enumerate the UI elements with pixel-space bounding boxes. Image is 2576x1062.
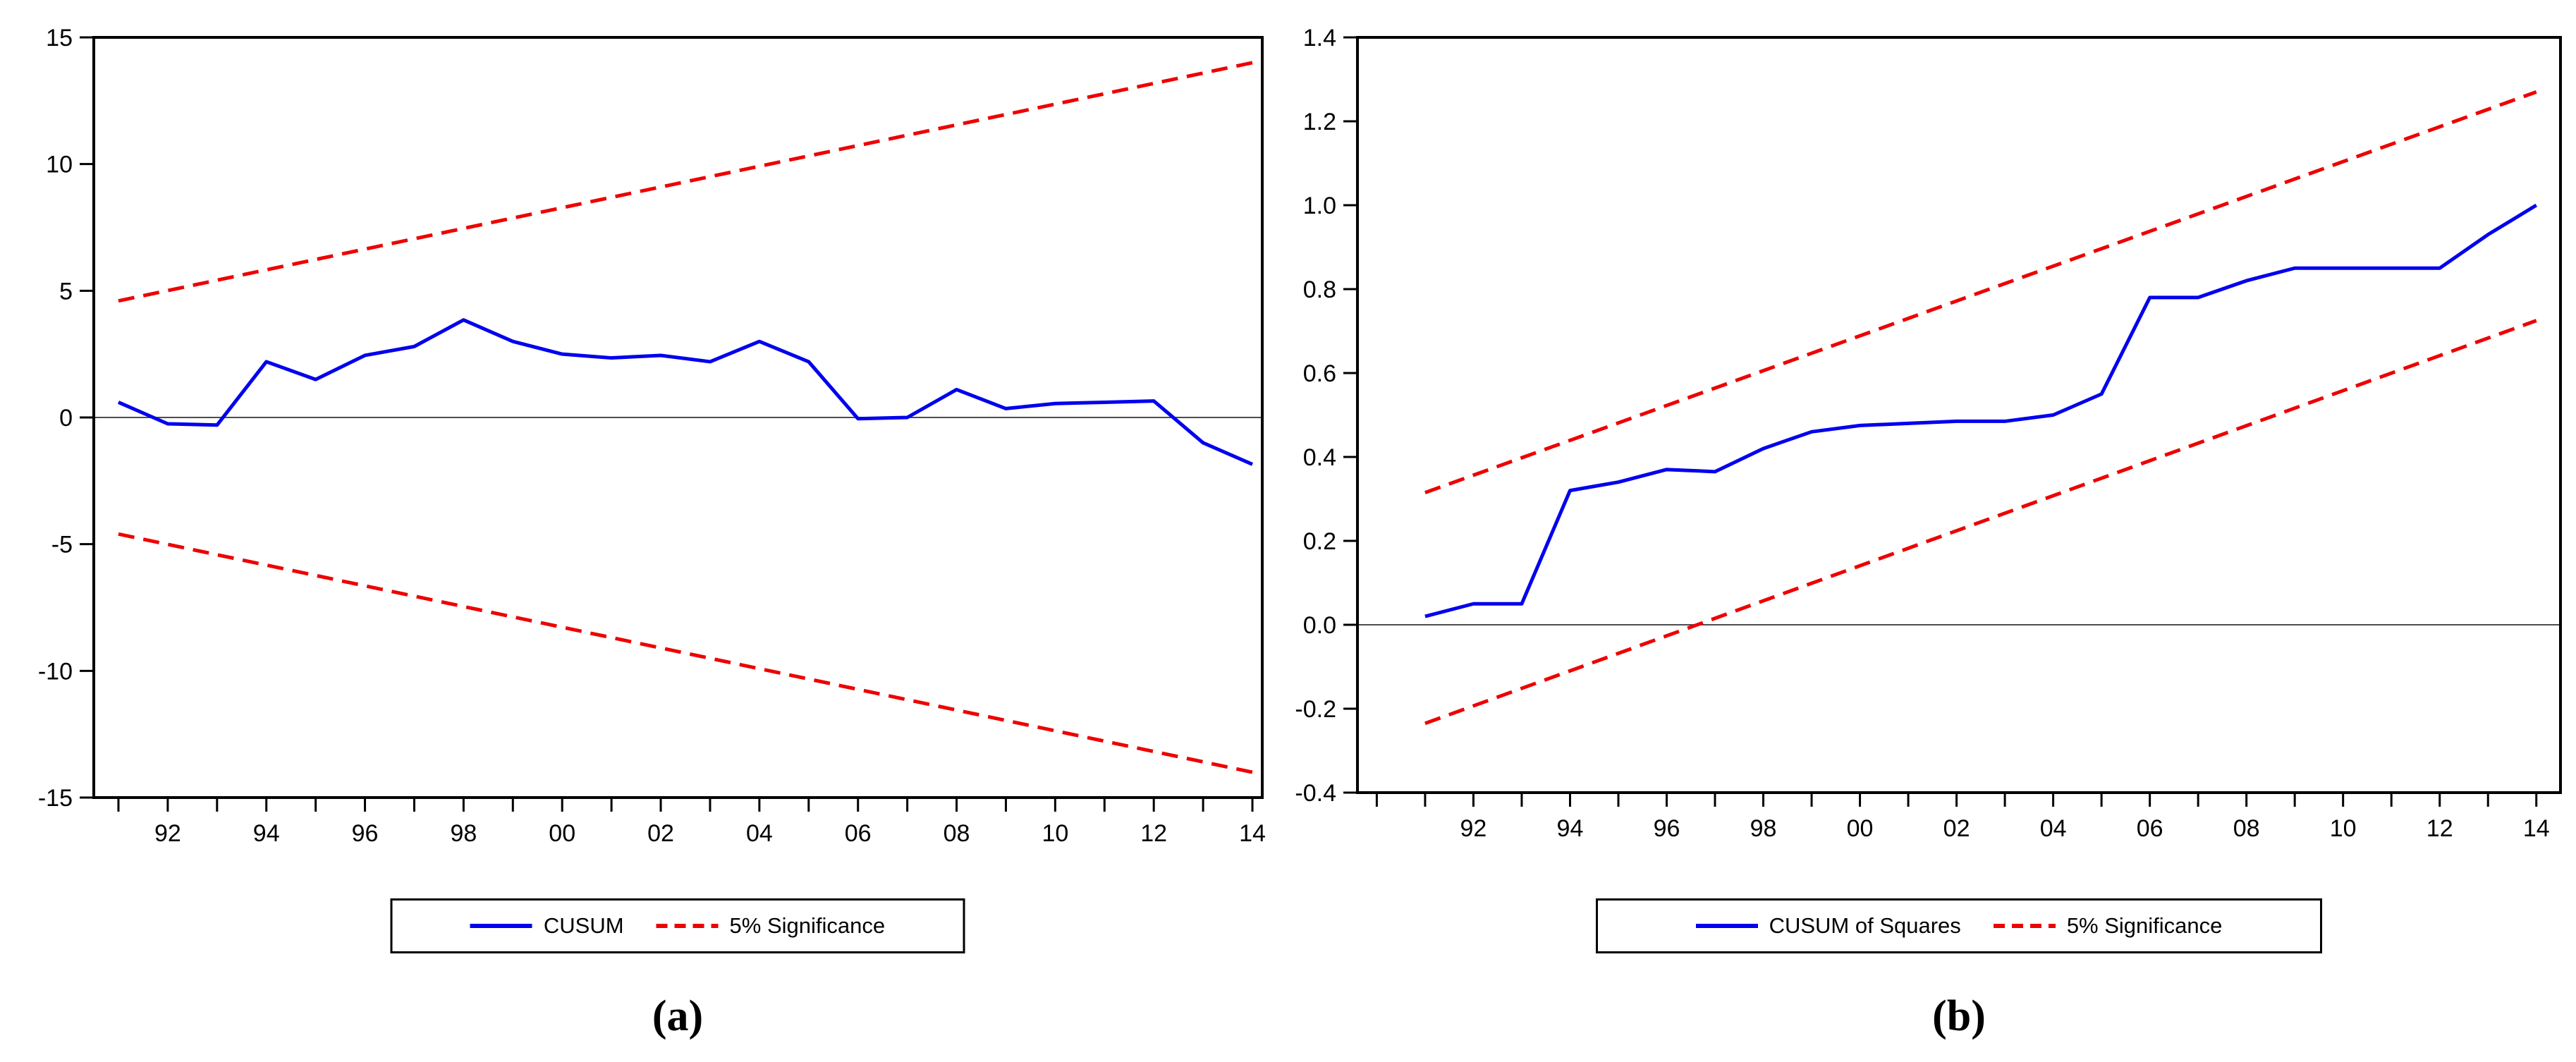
- y-tick-label: -15: [38, 785, 73, 812]
- x-tick-label: 12: [1140, 820, 1167, 847]
- x-axis: 92 94 96 98 00 02 04 06 08 10 12 14: [117, 798, 1266, 847]
- y-tick-label: 1.2: [1303, 109, 1336, 135]
- cusum-line-swatch: [470, 924, 532, 928]
- x-tick-label: 96: [352, 820, 379, 847]
- y-tick-label: 1.4: [1303, 25, 1336, 51]
- x-tick-label: 94: [1557, 815, 1584, 842]
- x-tick-label: 08: [2233, 815, 2260, 842]
- x-tick-label: 98: [450, 820, 477, 847]
- x-tick-label: 98: [1750, 815, 1777, 842]
- x-tick-label: 00: [549, 820, 575, 847]
- y-tick-label: 0.0: [1303, 612, 1336, 639]
- x-tick-label: 92: [1460, 815, 1487, 842]
- y-tick-label: 0: [59, 405, 73, 432]
- x-tick-label: 08: [944, 820, 970, 847]
- x-axis: 92 94 96 98 00 02 04 06 08 10 12 14: [1375, 793, 2550, 842]
- x-tick-label: 02: [1943, 815, 1970, 842]
- plot-border: [1356, 36, 2562, 794]
- y-tick-label: -0.4: [1295, 780, 1336, 807]
- legend-label-significance-a: 5% Significance: [729, 913, 886, 938]
- y-axis: 15 10 5 0 -5 -10 -15: [38, 25, 94, 812]
- x-tick-label: 06: [2137, 815, 2163, 842]
- y-tick-label: 10: [46, 152, 73, 178]
- legend-box-cusum: CUSUM 5% Significance: [390, 898, 965, 953]
- y-tick-label: -5: [51, 532, 73, 559]
- x-tick-label: 02: [647, 820, 674, 847]
- y-tick-label: 5: [59, 278, 73, 305]
- legend-label-significance-b: 5% Significance: [2066, 913, 2223, 938]
- legend-label-cusum: CUSUM: [543, 913, 624, 938]
- significance-line-swatch-b: [1993, 924, 2056, 928]
- x-tick-label: 00: [1847, 815, 1874, 842]
- y-tick-label: 0.8: [1303, 276, 1336, 303]
- series-cusum-of-squares: [1424, 203, 2538, 618]
- y-axis: 1.4 1.2 1.0 0.8 0.6 0.4 0.2 0.0 -0.2 -0.4: [1295, 25, 1357, 807]
- y-tick-label: 0.2: [1303, 528, 1336, 555]
- y-tick-label: 0.6: [1303, 360, 1336, 387]
- series-5-significance-lower: [118, 532, 1253, 774]
- series-5-significance-lower: [1424, 319, 2537, 726]
- cusumsq-line-swatch: [1695, 924, 1758, 928]
- x-tick-label: 14: [2523, 815, 2550, 842]
- x-tick-label: 12: [2427, 815, 2453, 842]
- series-cusum: [117, 318, 1254, 466]
- series-5-significance-upper: [1424, 90, 2537, 494]
- caption-panel-a: (a): [652, 992, 704, 1040]
- x-tick-label: 96: [1654, 815, 1680, 842]
- chart-panel-a: 92 94 96 98 00 02 04 06 08 10 12 14 15 10 5 0 -5 -10 -15: [38, 25, 1266, 847]
- caption-panel-b: (b): [1932, 992, 1986, 1040]
- y-tick-label: 1.0: [1303, 193, 1336, 219]
- chart-panel-b: 92 94 96 98 00 02 04 06 08 10 12 14 1.4 1.2 1.0 0.8 0.6 0…: [1295, 25, 2562, 842]
- y-tick-label: 0.4: [1303, 444, 1336, 471]
- significance-line-swatch: [656, 924, 719, 928]
- x-tick-label: 14: [1239, 820, 1266, 847]
- x-tick-label: 04: [746, 820, 773, 847]
- x-tick-label: 10: [2330, 815, 2357, 842]
- y-tick-label: 15: [46, 25, 73, 51]
- legend-box-cusumsq: CUSUM of Squares 5% Significance: [1596, 898, 2322, 953]
- x-tick-label: 10: [1042, 820, 1068, 847]
- x-tick-label: 04: [2040, 815, 2067, 842]
- legend-label-cusumsq: CUSUM of Squares: [1769, 913, 1961, 938]
- y-tick-label: -0.2: [1295, 696, 1336, 723]
- x-tick-label: 94: [253, 820, 280, 847]
- series-5-significance-upper: [118, 61, 1253, 303]
- x-tick-label: 06: [845, 820, 872, 847]
- x-tick-label: 92: [154, 820, 181, 847]
- y-tick-label: -10: [38, 658, 73, 685]
